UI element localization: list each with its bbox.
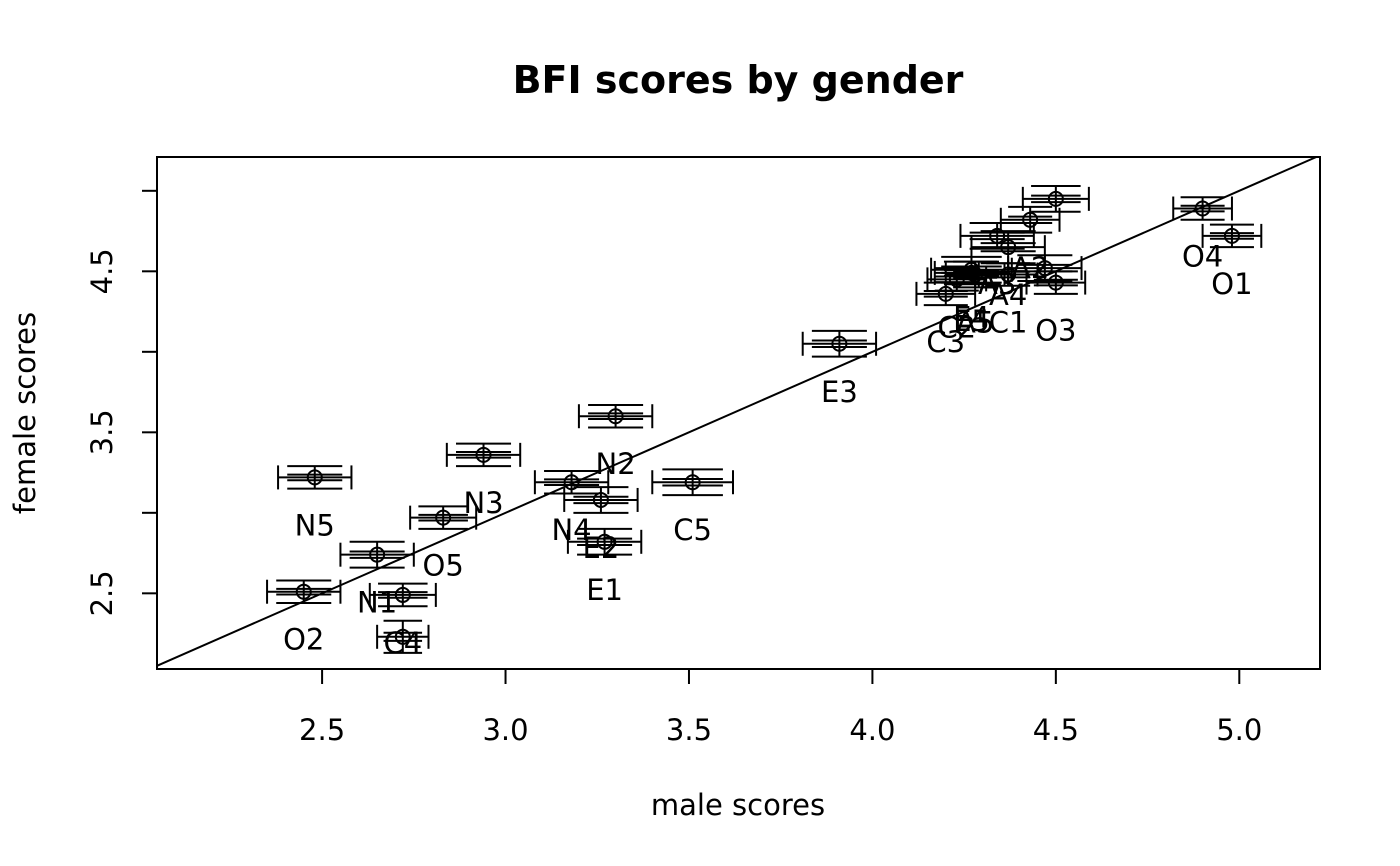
point-marker [596, 533, 613, 550]
point-label-e4: E4 [953, 301, 990, 335]
point-o4 [1172, 196, 1233, 221]
point-marker [394, 628, 411, 645]
x-axis-title: male scores [651, 788, 825, 822]
identity-line [156, 156, 1317, 667]
point-c5 [651, 468, 734, 497]
point-label-c1: C1 [989, 306, 1028, 340]
point-o1 [1201, 223, 1263, 249]
point-a4b [1007, 254, 1083, 282]
point-e2 [563, 486, 639, 514]
point-e1 [566, 527, 643, 556]
point-label-e5: E5 [953, 304, 990, 338]
point-label-e2: E2 [583, 531, 620, 565]
point-label-n5: N5 [295, 508, 335, 542]
point-label-e1: E1 [586, 573, 623, 607]
point-a4 [970, 230, 1046, 265]
x-tick-label: 2.5 [299, 713, 345, 747]
point-label-c5: C5 [673, 513, 712, 547]
point-n2 [577, 403, 654, 429]
point-label-n1: N1 [357, 586, 397, 620]
point-e3 [801, 329, 878, 358]
point-n3 [445, 442, 522, 468]
x-axis: 2.5 3.0 3.5 4.0 4.5 5.0 [299, 668, 1262, 747]
point-marker [937, 285, 954, 302]
point-marker [475, 446, 492, 463]
point-label-o1: O1 [1211, 267, 1252, 301]
point-marker [1000, 239, 1017, 256]
point-c4 [368, 582, 437, 608]
point-label-a5: A5 [956, 306, 994, 340]
point-marker [1047, 274, 1064, 291]
point-marker [963, 264, 980, 281]
y-tick-label: 4.5 [85, 248, 119, 294]
chart-title: BFI scores by gender [513, 58, 964, 102]
point-marker [369, 546, 386, 563]
point-marker [394, 586, 411, 603]
point-o2 [266, 579, 342, 604]
reference-line [156, 156, 1317, 667]
point-label-o4: O4 [1182, 240, 1223, 274]
point-label-o3: O3 [1035, 314, 1076, 348]
point-label-a3: A3 [978, 267, 1016, 301]
point-label-c2: C2 [937, 310, 976, 344]
point-label-o5: O5 [423, 549, 464, 583]
point-marker [295, 583, 312, 600]
point-label-a4: A4 [989, 278, 1027, 312]
point-label-n3: N3 [463, 486, 503, 520]
y-axis: 2.5 3.5 4.5 [85, 189, 158, 616]
point-marker [1022, 211, 1039, 228]
point-label-c4: C4 [383, 626, 422, 660]
x-tick-label: 3.5 [666, 713, 712, 747]
point-marker [306, 469, 323, 486]
point-label-c3: C3 [926, 325, 965, 359]
point-marker [592, 491, 609, 508]
point-label-o2: O2 [283, 623, 324, 657]
point-marker [435, 509, 452, 526]
point-marker [1036, 260, 1053, 277]
point-label-a2: A2 [1011, 251, 1049, 285]
point-marker [1194, 200, 1211, 217]
point-marker [831, 335, 848, 352]
point-marker [607, 408, 624, 425]
y-axis-title: female scores [8, 312, 42, 514]
x-tick-label: 4.0 [849, 713, 895, 747]
y-tick-label: 2.5 [85, 570, 119, 616]
point-n1 [339, 540, 415, 569]
point-label-e3: E3 [821, 375, 858, 409]
point-label-n2: N2 [596, 447, 636, 481]
data-points [266, 184, 1263, 654]
y-tick-label: 3.5 [85, 409, 119, 455]
point-marker [684, 474, 701, 491]
point-o5 [409, 505, 478, 530]
point-marker [1047, 190, 1064, 207]
point-a1 [376, 619, 430, 654]
point-label-n4: N4 [551, 513, 591, 547]
x-tick-label: 4.5 [1033, 713, 1079, 747]
point-n5 [277, 465, 353, 490]
point-e5 [933, 260, 1010, 286]
point-marker [563, 474, 580, 491]
point-a1b [1021, 184, 1090, 213]
x-tick-label: 3.0 [482, 713, 528, 747]
x-tick-label: 5.0 [1216, 713, 1262, 747]
point-n4 [533, 469, 610, 495]
point-marker [1223, 227, 1240, 244]
